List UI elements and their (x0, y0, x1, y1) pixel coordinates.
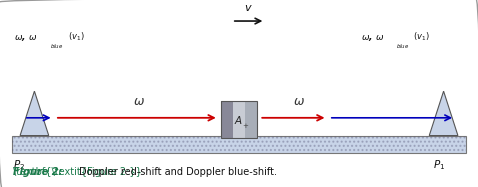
Bar (245, 101, 257, 138)
Text: Doppler red-shift and Doppler blue-shift.: Doppler red-shift and Doppler blue-shift… (79, 167, 277, 177)
Text: $A$: $A$ (234, 114, 242, 126)
Text: Figure 2:: Figure 2: (13, 167, 63, 177)
Text: $\omega$, $\omega$: $\omega$, $\omega$ (361, 33, 384, 43)
Text: $\omega$: $\omega$ (133, 94, 144, 108)
Text: $(v_1)$: $(v_1)$ (68, 30, 85, 43)
Bar (221, 101, 233, 138)
Text: $_{blue}$: $_{blue}$ (396, 42, 409, 51)
Text: $(v_1)$: $(v_1)$ (413, 30, 430, 43)
Text: $v$: $v$ (244, 3, 253, 13)
Polygon shape (429, 91, 458, 136)
Polygon shape (20, 91, 49, 136)
Bar (12, 136, 466, 153)
Bar (12, 136, 466, 153)
Text: $P_1$: $P_1$ (433, 158, 445, 172)
Bar (233, 101, 245, 138)
Text: $+$: $+$ (242, 121, 249, 131)
Bar (221, 101, 257, 138)
Text: $_{blue}$: $_{blue}$ (50, 42, 64, 51)
Text: $\omega$, $\omega$: $\omega$, $\omega$ (14, 33, 38, 43)
Text: $P_2$: $P_2$ (13, 158, 25, 172)
Text: \textbf{\textit{Figure 2:}}: \textbf{\textit{Figure 2:}} (13, 167, 142, 177)
Text: $\omega$: $\omega$ (293, 94, 304, 108)
